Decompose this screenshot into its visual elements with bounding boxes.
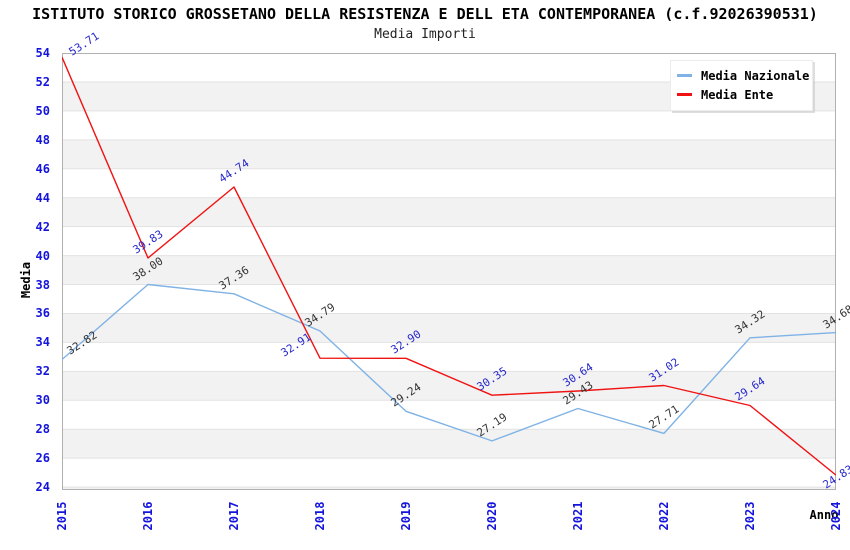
x-tick-label: 2022 [657, 501, 671, 531]
legend: Media Nazionale Media Ente [670, 60, 813, 111]
y-tick-label: 44 [35, 190, 50, 205]
y-tick-label: 24 [35, 480, 50, 495]
grid-band [62, 168, 836, 198]
grid-band [62, 342, 836, 372]
y-tick-label: 42 [35, 219, 50, 234]
legend-item-media-ente: Media Ente [671, 85, 812, 104]
x-axis-title: Anno [809, 508, 839, 522]
y-tick-label: 52 [35, 74, 50, 89]
x-tick-label: 2017 [227, 501, 241, 531]
grid-band [62, 284, 836, 314]
x-tick-label: 2018 [313, 501, 327, 531]
y-tick-label: 36 [35, 306, 50, 321]
x-tick-label: 2016 [141, 501, 155, 531]
grid-band [62, 197, 836, 227]
grid-band [62, 400, 836, 430]
y-tick-label: 38 [35, 277, 50, 292]
y-tick-label: 48 [35, 132, 50, 147]
grid-band [62, 255, 836, 285]
legend-label-nazionale: Media Nazionale [701, 68, 810, 83]
y-tick-label: 40 [35, 248, 50, 263]
plot-area [62, 53, 836, 490]
legend-label-ente: Media Ente [701, 87, 774, 102]
y-tick-label: 50 [35, 103, 50, 118]
series-line-ente [62, 56, 836, 476]
grid-band [62, 139, 836, 169]
chart-subtitle: Media Importi [374, 27, 476, 42]
x-tick-label: 2023 [743, 501, 757, 531]
grid-band [62, 226, 836, 256]
grid-band [62, 429, 836, 459]
y-tick-label: 30 [35, 393, 50, 408]
grid-band [62, 313, 836, 343]
series-line-nazionale [62, 283, 836, 442]
legend-swatch-ente-icon [677, 93, 692, 96]
legend-item-media-nazionale: Media Nazionale [671, 66, 812, 85]
x-tick-label: 2021 [571, 501, 585, 531]
grid-band [62, 458, 836, 488]
y-tick-label: 32 [35, 364, 50, 379]
grid-band [62, 110, 836, 140]
x-tick-label: 2020 [485, 501, 499, 531]
grid-band [62, 487, 836, 490]
x-tick-label: 2015 [55, 501, 69, 531]
x-tick-label: 2024 [829, 501, 843, 531]
y-tick-label: 28 [35, 422, 50, 437]
x-tick-label: 2019 [399, 501, 413, 531]
y-tick-label: 26 [35, 451, 50, 466]
legend-swatch-nazionale-icon [677, 74, 692, 77]
y-tick-label: 54 [35, 46, 50, 60]
grid-band [62, 371, 836, 401]
chart-title: ISTITUTO STORICO GROSSETANO DELLA RESIST… [32, 5, 818, 23]
plot-border [62, 53, 836, 490]
y-tick-label: 46 [35, 161, 50, 176]
y-tick-label: 34 [35, 335, 50, 350]
